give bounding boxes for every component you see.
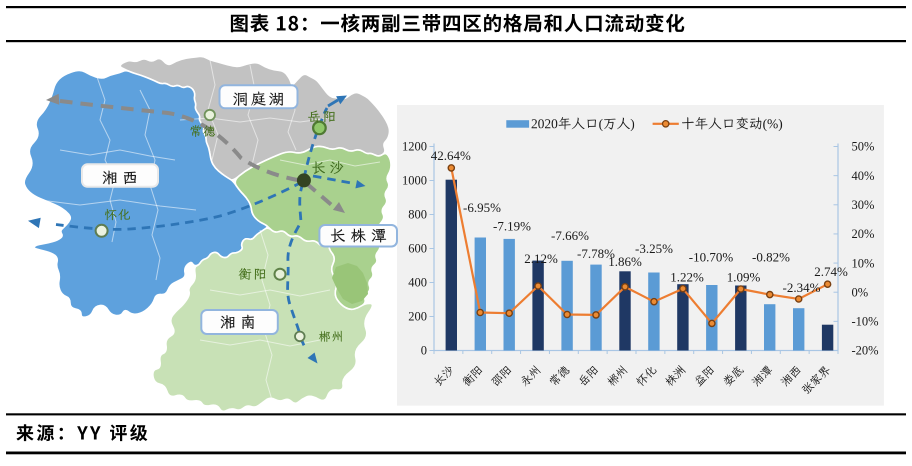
svg-text:50%: 50%: [852, 140, 875, 154]
svg-text:1000: 1000: [402, 174, 427, 188]
svg-text:1200: 1200: [402, 140, 427, 154]
svg-text:40%: 40%: [852, 169, 875, 183]
svg-text:42.64%: 42.64%: [431, 148, 471, 163]
svg-text:200: 200: [408, 310, 427, 324]
svg-text:1.09%: 1.09%: [727, 270, 761, 285]
svg-text:-10%: -10%: [852, 315, 879, 329]
svg-text:0%: 0%: [852, 285, 869, 299]
svg-text:1.86%: 1.86%: [608, 254, 642, 269]
svg-text:10%: 10%: [852, 256, 875, 270]
svg-text:-20%: -20%: [852, 344, 879, 358]
svg-text:2.12%: 2.12%: [524, 251, 558, 266]
svg-text:30%: 30%: [852, 198, 875, 212]
svg-text:400: 400: [408, 276, 427, 290]
svg-text:-7.19%: -7.19%: [493, 219, 531, 234]
svg-text:-10.70%: -10.70%: [689, 250, 734, 265]
svg-text:-6.95%: -6.95%: [463, 200, 501, 215]
svg-text:800: 800: [408, 208, 427, 222]
svg-text:-2.34%: -2.34%: [783, 280, 821, 295]
svg-text:-7.78%: -7.78%: [577, 246, 615, 261]
svg-text:2.74%: 2.74%: [814, 264, 848, 279]
svg-text:-0.82%: -0.82%: [752, 250, 790, 265]
svg-text:-3.25%: -3.25%: [635, 241, 673, 256]
svg-text:600: 600: [408, 242, 427, 256]
svg-text:20%: 20%: [852, 227, 875, 241]
svg-text:0: 0: [421, 344, 427, 358]
svg-text:-7.66%: -7.66%: [551, 228, 589, 243]
svg-text:1.22%: 1.22%: [670, 270, 704, 285]
